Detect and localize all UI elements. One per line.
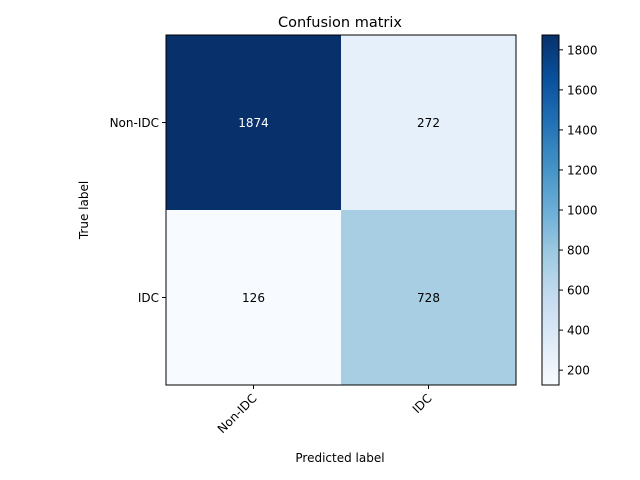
- heatmap-cell: [341, 210, 516, 385]
- y-tick-label: IDC: [138, 291, 159, 305]
- cell-value-label: 272: [417, 116, 440, 130]
- cell-value-label: 1874: [238, 116, 269, 130]
- chart-title: Confusion matrix: [278, 15, 402, 31]
- colorbar-tick-label: 800: [567, 244, 590, 258]
- heatmap-cell: [341, 35, 516, 210]
- cell-value-label: 126: [242, 291, 265, 305]
- colorbar-tick-label: 1800: [567, 43, 598, 57]
- x-axis-label: Predicted label: [295, 451, 384, 465]
- colorbar-tick-label: 1200: [567, 163, 598, 177]
- colorbar-tick-label: 400: [567, 324, 590, 338]
- plot-frame: [165, 34, 517, 386]
- colorbar-tick-label: 200: [567, 364, 590, 378]
- y-tick-label: Non-IDC: [110, 116, 159, 130]
- heatmap-cells: 1874 272 126 728: [166, 35, 516, 385]
- cell-value-label: 728: [417, 291, 440, 305]
- colorbar-tick-label: 1400: [567, 123, 598, 137]
- heatmap-cell: [166, 210, 341, 385]
- y-axis-label: True label: [77, 181, 91, 240]
- colorbar-tick-label: 1600: [567, 83, 598, 97]
- colorbar-tick-label: 1000: [567, 204, 598, 218]
- heatmap-cell: [166, 35, 341, 210]
- colorbar-ticks: 200 400 600 800 1000 1200 1400 1600 1800: [559, 43, 598, 378]
- colorbar: [541, 34, 560, 386]
- colorbar-tick-label: 600: [567, 284, 590, 298]
